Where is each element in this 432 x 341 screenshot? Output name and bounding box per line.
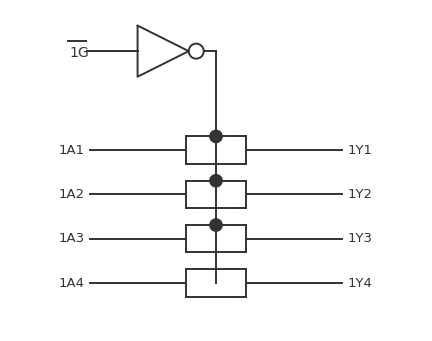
Text: 1A4: 1A4 <box>59 277 85 290</box>
Text: 1A3: 1A3 <box>59 232 85 245</box>
Text: 1Y1: 1Y1 <box>347 144 372 157</box>
Circle shape <box>210 219 222 231</box>
Text: 1Y3: 1Y3 <box>347 232 372 245</box>
Circle shape <box>210 130 222 143</box>
Text: 1A1: 1A1 <box>59 144 85 157</box>
Text: 1Y4: 1Y4 <box>347 277 372 290</box>
Text: 1Y2: 1Y2 <box>347 188 372 201</box>
Circle shape <box>210 175 222 187</box>
Text: $\mathsf{1G}$: $\mathsf{1G}$ <box>69 46 89 60</box>
Text: 1A2: 1A2 <box>59 188 85 201</box>
